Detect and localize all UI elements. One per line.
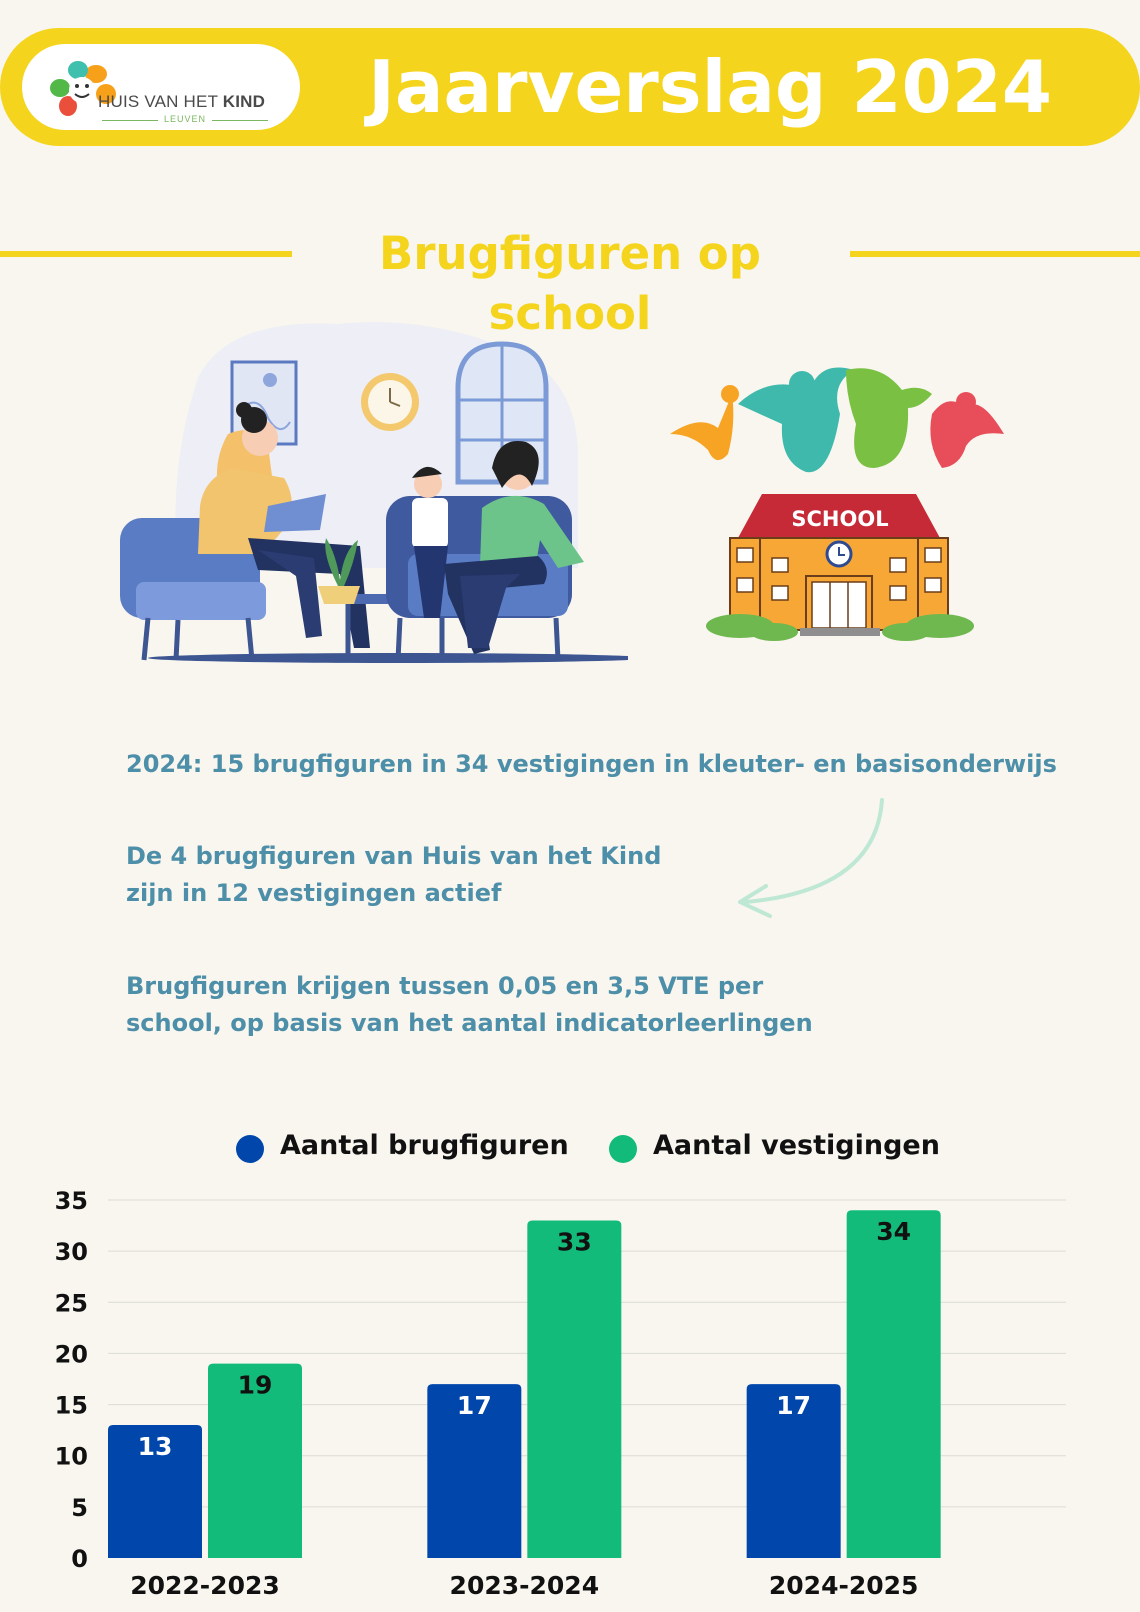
bar [108, 1425, 202, 1558]
bar [527, 1220, 622, 1558]
y-tick-label: 35 [55, 1187, 88, 1215]
data-label: 17 [457, 1391, 492, 1420]
data-label: 17 [776, 1391, 811, 1420]
data-label: 13 [138, 1432, 173, 1461]
legend-item-vestigingen: Aantal vestigingen [609, 1128, 940, 1164]
bar [208, 1363, 302, 1558]
curved-arrow-icon [738, 798, 884, 918]
data-label: 19 [238, 1371, 273, 1400]
text-line-3a: Brugfiguren krijgen tussen 0,05 en 3,5 V… [126, 972, 764, 1000]
y-tick-label: 0 [71, 1545, 88, 1573]
bar [746, 1384, 841, 1558]
school-sign-text: SCHOOL [791, 507, 888, 531]
legend-label: Aantal brugfiguren [280, 1130, 569, 1161]
header-banner: HUIS VAN HET KIND LEUVEN Jaarverslag 202… [0, 28, 1140, 146]
bar [427, 1384, 522, 1558]
x-tick-label: 2022-2023 [130, 1571, 280, 1600]
text-line-3b: school, op basis van het aantal indicato… [126, 1009, 813, 1037]
plant-pot-icon [318, 586, 360, 604]
bar [846, 1210, 941, 1558]
bar-chart: 0 5 10 15 20 25 30 35 13 19 2022-2023 17 33 2023-2024… [55, 1187, 1066, 1600]
text-line-2b: zijn in 12 vestigingen actief [126, 879, 502, 907]
data-label: 33 [557, 1227, 592, 1256]
y-tick-label: 25 [55, 1289, 88, 1317]
school-illustration: SCHOOL [670, 367, 1004, 641]
text-line-2a: De 4 brugfiguren van Huis van het Kind [126, 842, 662, 870]
y-tick-label: 15 [55, 1392, 88, 1420]
section-rule-right [850, 251, 1140, 257]
y-tick-label: 30 [55, 1238, 88, 1266]
legend-dot-blue [236, 1135, 264, 1163]
section-title: Brugfiguren op school [379, 227, 761, 340]
counseling-illustration [120, 322, 628, 663]
school-roof-icon [738, 494, 940, 538]
figure-orange-icon [670, 394, 734, 461]
x-tick-label: 2023-2024 [450, 1571, 600, 1600]
figure-red-icon [930, 401, 1004, 468]
x-tick-label: 2024-2025 [769, 1571, 919, 1600]
text-line-1: 2024: 15 brugfiguren in 34 vestigingen i… [126, 750, 1057, 778]
data-label: 34 [876, 1217, 911, 1246]
legend-item-brugfiguren: Aantal brugfiguren [236, 1128, 569, 1164]
logo-divider-right [212, 120, 268, 121]
logo-divider-left [102, 120, 158, 121]
logo-name: HUIS VAN HET KIND [98, 92, 266, 111]
page-title: Jaarverslag 2024 [368, 45, 1052, 129]
y-tick-label: 10 [55, 1443, 88, 1471]
flower-logo-icon [50, 61, 116, 116]
figure-green-icon [846, 368, 932, 468]
legend-dot-green [609, 1135, 637, 1163]
figure-teal-icon [738, 367, 854, 473]
section-rule-left [0, 251, 292, 257]
legend-label: Aantal vestigingen [653, 1130, 940, 1161]
logo-sub: LEUVEN [164, 114, 207, 124]
logo: HUIS VAN HET KIND LEUVEN [22, 44, 300, 130]
y-tick-label: 5 [71, 1494, 88, 1522]
y-tick-label: 20 [55, 1340, 88, 1368]
